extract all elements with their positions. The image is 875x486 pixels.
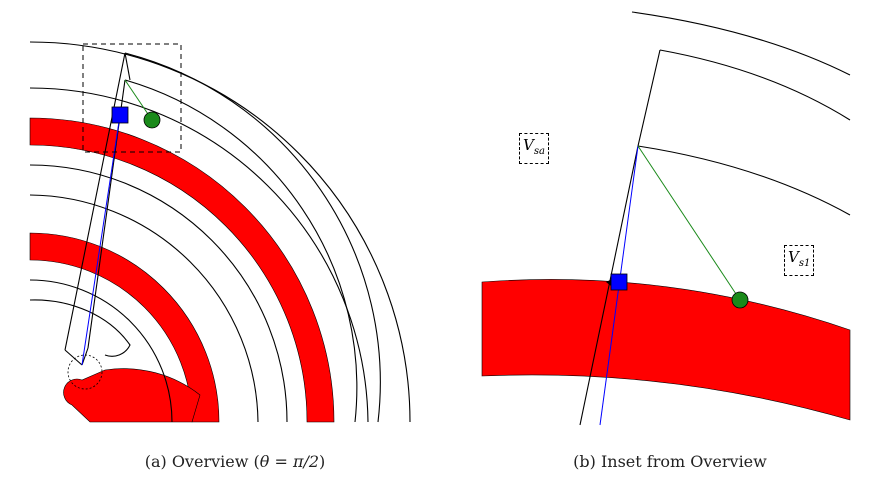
blue-square-marker	[111, 106, 129, 124]
inner-red-band	[29, 232, 220, 423]
caption-overview: (a) Overview (θ = π/2)	[144, 452, 326, 471]
green-circle-marker	[143, 111, 161, 129]
spiral-arcs	[29, 41, 411, 423]
inset-green-circle-marker	[731, 291, 749, 309]
inset-black-line	[579, 145, 639, 426]
overview-panel	[29, 41, 411, 423]
inset-arcs	[631, 11, 851, 216]
blue-line	[81, 114, 121, 366]
red-hook	[63, 368, 201, 423]
dotted-circle	[67, 354, 103, 390]
inset-red-band	[481, 279, 851, 421]
inset-channel-wall	[637, 49, 661, 147]
inset-panel	[481, 11, 851, 426]
label-v-s1: Vs1	[784, 245, 815, 276]
outer-red-band	[29, 117, 335, 423]
label-v-sa: Vsa	[519, 133, 549, 164]
inset-blue-square-marker	[610, 273, 628, 291]
caption-inset: (b) Inset from Overview	[573, 452, 767, 471]
inset-box	[82, 43, 182, 153]
inset-green-line	[637, 145, 741, 301]
